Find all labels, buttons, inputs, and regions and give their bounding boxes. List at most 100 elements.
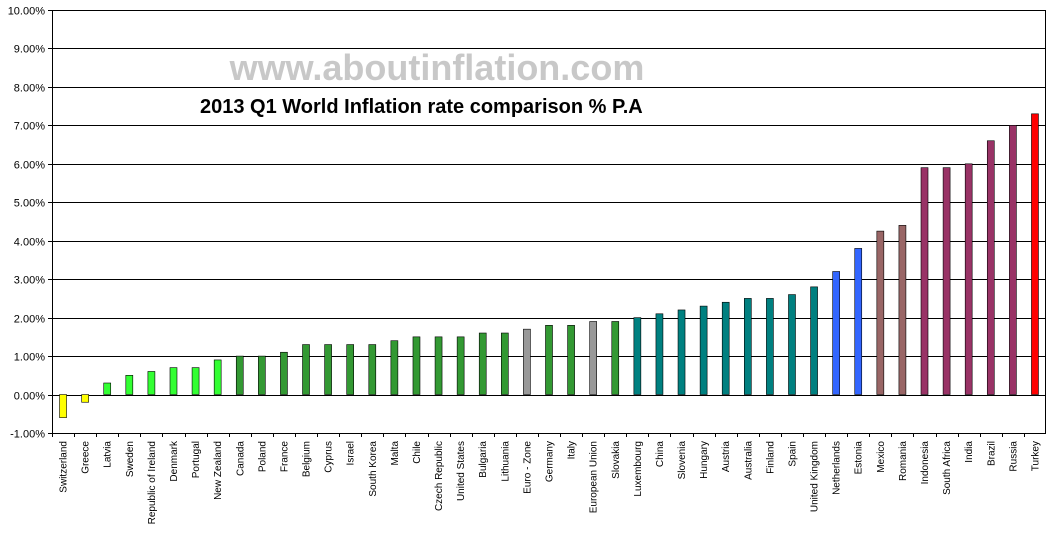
y-axis-tick-labels: -1.00% 0.00% 1.00% 2.00% 3.00% 4.00% 5.00% 6.00… (8, 6, 46, 441)
bar (920, 167, 929, 395)
x-tick-label: Estonia (854, 441, 865, 475)
axes (52, 10, 1046, 437)
x-tick-label: Belgium (302, 441, 313, 477)
x-tick-label: Mexico (876, 441, 887, 473)
bar (213, 359, 222, 395)
x-tick-label: Slovakia (611, 441, 622, 479)
bar (59, 394, 67, 418)
bar (589, 321, 597, 395)
x-tick-label: Australia (743, 441, 754, 480)
x-tick-label: Indonesia (920, 441, 931, 485)
x-tick-label: Canada (235, 441, 246, 476)
y-tick-label: 7.00% (14, 121, 45, 133)
bar (191, 367, 200, 395)
bar (942, 167, 951, 395)
x-axis-tick-labels: Switzerland Greece Latvia Sweden Republic of… (59, 440, 1042, 524)
x-tick-label: India (964, 441, 975, 463)
x-tick-label: Malta (390, 441, 401, 466)
bar (898, 225, 907, 395)
bar (1031, 113, 1039, 395)
y-tick-label: 6.00% (14, 160, 45, 172)
x-tick-label: Portugal (191, 441, 202, 478)
y-tick-label: 2.00% (14, 314, 45, 326)
bar (302, 344, 310, 395)
x-tick-label: Greece (81, 441, 92, 474)
x-tick-label: Turkey (1030, 441, 1041, 471)
bar (258, 355, 266, 395)
bar (346, 344, 355, 395)
x-tick-label: Poland (257, 441, 268, 472)
x-tick-label: Lithuania (500, 441, 511, 482)
x-tick-label: South Africa (942, 441, 953, 495)
bar (1009, 125, 1017, 395)
bar (810, 286, 818, 395)
x-tick-label: Italy (567, 441, 578, 459)
bar (235, 355, 244, 395)
x-tick-label: European Union (589, 441, 600, 513)
y-tick-label: -1.00% (10, 429, 45, 441)
x-tick-label: Latvia (103, 441, 114, 468)
bar (721, 301, 730, 395)
x-tick-label: Slovenia (677, 441, 688, 480)
bar (456, 336, 465, 395)
x-tick-label: Republic of Ireland (147, 441, 158, 524)
x-tick-label: Cyprus (324, 441, 335, 473)
x-tick-label: Netherlands (832, 441, 843, 495)
bar (523, 328, 531, 395)
bar (412, 336, 421, 395)
x-tick-label: Germany (545, 441, 556, 482)
bar (677, 309, 686, 395)
x-tick-label: Denmark (169, 440, 180, 482)
bar (986, 140, 995, 395)
y-tick-label: 0.00% (14, 391, 45, 403)
bar (876, 230, 885, 395)
x-tick-label: Austria (721, 441, 732, 473)
bar (501, 332, 509, 395)
x-tick-label: Russia (1008, 441, 1019, 472)
bar (169, 367, 178, 395)
bar (125, 375, 134, 395)
x-tick-label: United Kingdom (810, 441, 821, 512)
bar (368, 344, 377, 395)
bar (390, 340, 399, 395)
bar (147, 371, 156, 395)
x-tick-label: Czech Republic (434, 441, 445, 511)
x-tick-label: United States (456, 441, 467, 501)
bars (59, 113, 1039, 418)
y-tick-label: 9.00% (14, 44, 45, 56)
y-tick-label: 1.00% (14, 352, 45, 364)
x-tick-label: China (655, 441, 666, 468)
bar (81, 394, 89, 403)
bar (743, 298, 752, 395)
x-tick-label: Bulgaria (478, 441, 489, 478)
bar (788, 294, 796, 395)
x-tick-label: Spain (787, 441, 798, 467)
bar (280, 351, 288, 395)
x-tick-label: Euro - Zone (522, 441, 533, 494)
x-tick-label: France (279, 441, 290, 473)
x-tick-label: Hungary (699, 441, 710, 479)
bar (545, 325, 553, 395)
x-tick-label: Sweden (125, 441, 136, 477)
bar (633, 317, 642, 395)
x-tick-label: Israel (346, 441, 357, 465)
x-tick-label: Chile (412, 441, 423, 464)
y-tick-label: 8.00% (14, 83, 45, 95)
x-tick-label: South Korea (368, 441, 379, 497)
bar (478, 332, 487, 395)
bar (699, 305, 708, 395)
x-tick-label: Switzerland (59, 441, 70, 493)
x-tick-label: Finland (765, 441, 776, 474)
bar (655, 313, 664, 395)
y-tick-label: 5.00% (14, 198, 45, 210)
y-tick-label: 3.00% (14, 275, 45, 287)
bar (611, 321, 620, 395)
x-tick-label: Romania (898, 441, 909, 481)
bar (567, 325, 575, 395)
bar (964, 163, 973, 395)
x-tick-label: Brazil (986, 441, 997, 466)
x-tick-label: New Zealand (213, 441, 224, 500)
bar (434, 336, 443, 395)
